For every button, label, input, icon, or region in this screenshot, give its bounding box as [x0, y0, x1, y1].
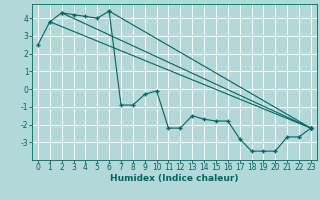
X-axis label: Humidex (Indice chaleur): Humidex (Indice chaleur) — [110, 174, 239, 183]
